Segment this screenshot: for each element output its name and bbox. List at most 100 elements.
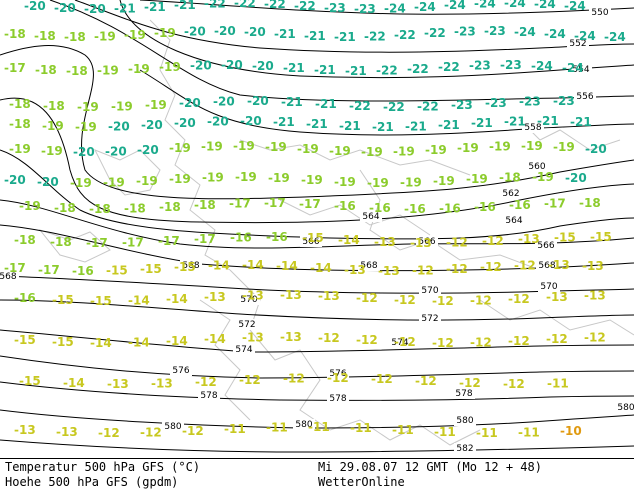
weather-map: 550 552 554 556 558 560 562 564 564 566 566 566 568 5…: [0, 0, 634, 454]
temperature-label: -15: [554, 230, 576, 244]
height-contour-0: [139, 0, 634, 15]
temperature-label: -21: [281, 95, 303, 109]
height-contour-10: [0, 275, 634, 294]
coastline-1: [93, 149, 161, 196]
temperature-label: -21: [504, 114, 526, 128]
temperature-label: -24: [534, 0, 556, 11]
temperature-label: -21: [345, 64, 367, 78]
temperature-label: -19: [400, 176, 422, 190]
temperature-label: -12: [394, 335, 416, 349]
height-label-578: 578: [455, 389, 472, 399]
temperature-label: -17: [299, 197, 321, 211]
temperature-label: -20: [214, 24, 236, 38]
temperature-label: -16: [266, 230, 288, 244]
temperature-label: -24: [574, 29, 596, 43]
temperature-label: -22: [376, 64, 398, 78]
temperature-label: -14: [310, 261, 332, 275]
temperature-label: -12: [459, 376, 481, 390]
temperature-label: -21: [304, 29, 326, 43]
temperature-label: -13: [318, 289, 340, 303]
height-label-578: 578: [200, 391, 217, 401]
temperature-label: -13: [410, 236, 432, 250]
temperature-label: -17: [544, 196, 566, 210]
temperature-label: -14: [63, 376, 85, 390]
height-label-bg: [236, 319, 258, 330]
temperature-label: -22: [294, 0, 316, 13]
temperature-label: -20: [137, 143, 159, 157]
temperature-label: -22: [349, 99, 371, 113]
temperature-label: -24: [562, 61, 584, 75]
height-label-568: 568: [182, 261, 199, 271]
temperature-label: -13: [374, 235, 396, 249]
temperature-label: -13: [518, 232, 540, 246]
temperature-label: -18: [66, 64, 88, 78]
temperature-label: -14: [276, 259, 298, 273]
height-label-566: 566: [418, 237, 435, 247]
temperature-label: -13: [584, 288, 606, 302]
temperature-label: -18: [35, 63, 57, 77]
temperature-label: -12: [327, 371, 349, 385]
temperature-label: -19: [159, 60, 181, 74]
temperature-label: -22: [394, 28, 416, 42]
temperature-label: -19: [489, 139, 511, 153]
temperature-label: -19: [268, 171, 290, 185]
temperature-label: -22: [424, 26, 446, 40]
temperature-label: -19: [393, 145, 415, 159]
temperature-label: -12: [371, 372, 393, 386]
temperature-label: -11: [308, 420, 330, 434]
temperature-label: -23: [553, 94, 575, 108]
temperature-label: -19: [334, 175, 356, 189]
height-label-574: 574: [391, 338, 408, 348]
temperature-label: -19: [9, 142, 31, 156]
temperature-label: -19: [297, 142, 319, 156]
temperature-label: -14: [128, 336, 150, 350]
temperature-label: -19: [433, 174, 455, 188]
height-label-582: 582: [456, 444, 473, 454]
temperature-labels: -20 -20 -20 -21 -21 -21 -22 -22 -22 -22 -23 -23 -24 -…: [4, 0, 626, 440]
temperature-label: -12: [470, 294, 492, 308]
temperature-label: -19: [77, 100, 99, 114]
temperature-label: -19: [235, 170, 257, 184]
temperature-label: -16: [14, 291, 36, 305]
temperature-label: -21: [273, 115, 295, 129]
temperature-label: -16: [230, 230, 252, 244]
temperature-label: -18: [9, 117, 31, 131]
height-label-560: 560: [528, 162, 545, 172]
temperature-label: -13: [107, 377, 129, 391]
height-label-572: 572: [238, 320, 255, 330]
temperature-label: -17: [264, 196, 286, 210]
temperature-label: -18: [34, 29, 56, 43]
temperature-label: -12: [394, 293, 416, 307]
coastline-7: [479, 299, 634, 336]
map-footer: Temperatur 500 hPa GFS (°C) Hoehe 500 hP…: [0, 458, 634, 490]
temperature-label: -13: [204, 290, 226, 304]
temperature-label: -21: [471, 116, 493, 130]
height-label-566: 566: [302, 237, 319, 247]
temperature-label: -18: [4, 27, 26, 41]
temperature-label: -23: [500, 58, 522, 72]
temperature-label: -19: [425, 143, 447, 157]
temperature-label: -14: [208, 258, 230, 272]
height-label-bg: [454, 415, 476, 426]
temperature-label: -21: [114, 2, 136, 16]
temperature-label: -12: [195, 375, 217, 389]
temperature-label: -20: [73, 145, 95, 159]
height-label-bg: [500, 188, 522, 199]
temperature-label: -19: [124, 28, 146, 42]
coastline-10: [279, 199, 431, 236]
temperature-label: -12: [356, 291, 378, 305]
temperature-label: -19: [457, 141, 479, 155]
source-label: WetterOnline: [318, 475, 405, 489]
height-label-bg: [574, 91, 596, 102]
temperature-label: -19: [301, 173, 323, 187]
height-contour-3: [49, 0, 634, 102]
temperature-label: -16: [369, 201, 391, 215]
height-label-bg: [238, 294, 260, 305]
temperature-label: -13: [344, 263, 366, 277]
temperature-label: -16: [334, 199, 356, 213]
temperature-label: -19: [94, 30, 116, 44]
temperature-label: -24: [444, 0, 466, 12]
temperature-label: -20: [141, 118, 163, 132]
height-contour-9: [0, 224, 634, 272]
